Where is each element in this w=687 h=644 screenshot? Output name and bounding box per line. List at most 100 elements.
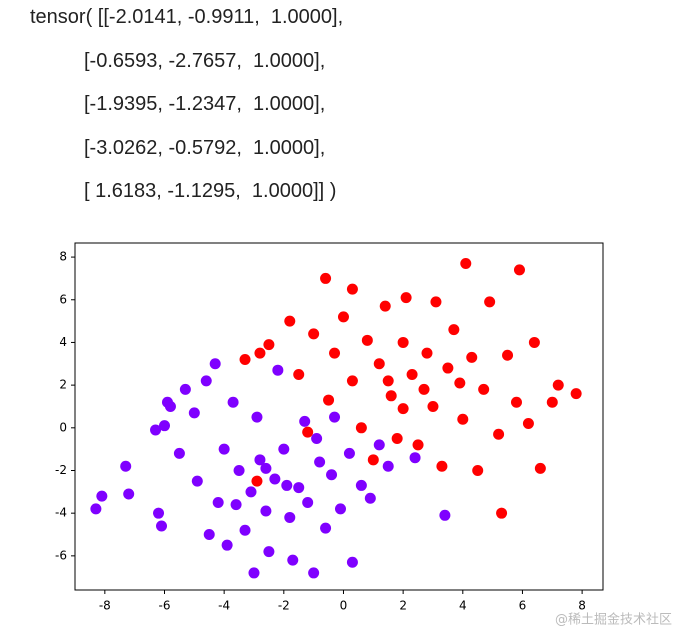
- x-tick-label: 4: [459, 599, 467, 613]
- point: [245, 486, 257, 498]
- point: [221, 539, 233, 551]
- point: [418, 383, 430, 395]
- y-tick-label: -2: [55, 463, 67, 477]
- point: [230, 499, 242, 511]
- y-tick-label: 4: [59, 335, 67, 349]
- point: [409, 452, 421, 464]
- point: [284, 511, 296, 523]
- point: [179, 383, 191, 395]
- point: [329, 411, 341, 423]
- point: [534, 462, 546, 474]
- point: [314, 456, 326, 468]
- point: [382, 460, 394, 472]
- y-tick-label: 2: [59, 378, 67, 392]
- point: [346, 375, 358, 387]
- point: [120, 460, 132, 472]
- point: [400, 292, 412, 304]
- point: [528, 336, 540, 348]
- point: [382, 375, 394, 387]
- output-line: [ 1.6183, -1.1295, 1.0000]] ): [84, 180, 337, 202]
- point: [233, 464, 245, 476]
- point: [454, 377, 466, 389]
- point: [254, 347, 266, 359]
- point: [522, 418, 534, 430]
- point: [391, 432, 403, 444]
- point: [436, 460, 448, 472]
- point: [320, 272, 332, 284]
- point: [263, 339, 275, 351]
- point: [346, 283, 358, 295]
- point: [302, 426, 314, 438]
- point: [150, 424, 162, 436]
- point: [227, 396, 239, 408]
- point: [484, 296, 496, 308]
- point: [191, 475, 203, 487]
- point: [496, 507, 508, 519]
- y-tick-label: 6: [59, 292, 67, 306]
- point: [570, 388, 582, 400]
- point: [323, 394, 335, 406]
- point: [209, 358, 221, 370]
- point: [343, 447, 355, 459]
- point: [385, 390, 397, 402]
- point: [293, 368, 305, 380]
- point: [502, 349, 514, 361]
- point: [239, 354, 251, 366]
- point: [427, 400, 439, 412]
- point: [439, 509, 451, 521]
- y-tick-label: -6: [55, 548, 67, 562]
- point: [153, 507, 165, 519]
- point: [212, 497, 224, 509]
- output-line: [-0.6593, -2.7657, 1.0000],: [84, 50, 326, 72]
- point: [478, 383, 490, 395]
- x-tick-label: -8: [99, 599, 111, 613]
- point: [346, 556, 358, 568]
- output-line: tensor( [[-2.0141, -0.9911, 1.0000],: [30, 6, 344, 28]
- point: [308, 567, 320, 579]
- point: [373, 439, 385, 451]
- x-tick-label: 8: [578, 599, 586, 613]
- point: [320, 522, 332, 534]
- point: [302, 497, 314, 509]
- point: [239, 524, 251, 536]
- x-tick-label: 0: [340, 599, 348, 613]
- point: [412, 439, 424, 451]
- point: [90, 503, 102, 515]
- point: [373, 358, 385, 370]
- x-tick-label: -6: [159, 599, 171, 613]
- point: [513, 264, 525, 276]
- y-tick-label: 0: [59, 420, 67, 434]
- point: [355, 422, 367, 434]
- x-tick-label: -2: [278, 599, 290, 613]
- point: [311, 432, 323, 444]
- point: [299, 415, 311, 427]
- point: [361, 334, 373, 346]
- point: [200, 375, 212, 387]
- point: [397, 403, 409, 415]
- point: [260, 505, 272, 517]
- point: [466, 351, 478, 363]
- point: [493, 428, 505, 440]
- point: [188, 407, 200, 419]
- point: [251, 475, 263, 487]
- x-tick-label: 2: [399, 599, 407, 613]
- x-tick-label: 6: [519, 599, 527, 613]
- point: [251, 411, 263, 423]
- point: [472, 464, 484, 476]
- point: [546, 396, 558, 408]
- point: [248, 567, 260, 579]
- point: [355, 479, 367, 491]
- point: [96, 490, 108, 502]
- point: [397, 336, 409, 348]
- point: [457, 413, 469, 425]
- point: [269, 473, 281, 485]
- point: [448, 324, 460, 336]
- point: [442, 362, 454, 374]
- point: [421, 347, 433, 359]
- point: [272, 364, 284, 376]
- y-tick-label: 8: [59, 250, 67, 264]
- point: [337, 311, 349, 323]
- point: [156, 520, 168, 532]
- point: [254, 454, 266, 466]
- point: [334, 503, 346, 515]
